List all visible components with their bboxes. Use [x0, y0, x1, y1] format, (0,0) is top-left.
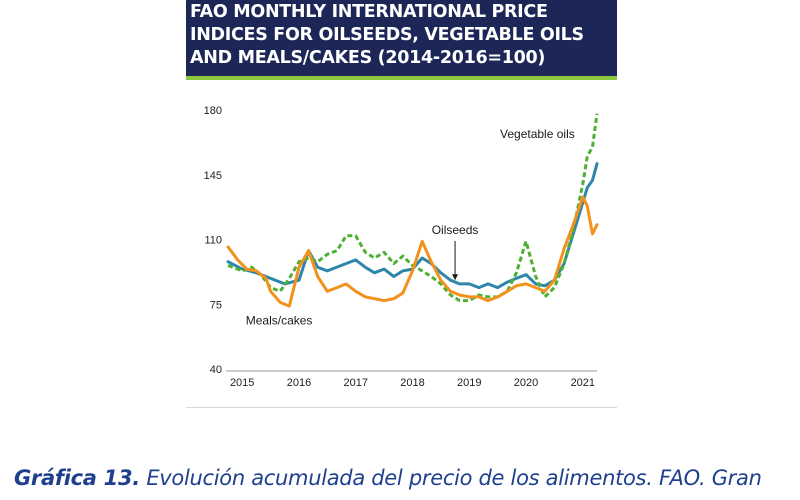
chart-title-line-3: AND MEALS/CAKES (2014-2016=100) [190, 48, 546, 68]
caption-text: Evolución acumulada del precio de los al… [139, 466, 762, 490]
x-tick-label: 2016 [287, 377, 311, 389]
x-tick-label: 2020 [514, 377, 538, 389]
chart-figure: FAO MONTHLY INTERNATIONAL PRICE INDICES … [186, 0, 617, 408]
annotation-meals-cakes: Meals/cakes [246, 314, 313, 328]
annotation-vegetable-oils: Vegetable oils [500, 127, 575, 141]
y-tick-label: 40 [210, 364, 222, 376]
annotation-arrow-head [452, 274, 459, 281]
series-line-vegetable-oils [227, 113, 599, 303]
x-tick-label: 2021 [571, 377, 595, 389]
figure-caption: Gráfica 13. Evolución acumulada del prec… [14, 466, 800, 490]
y-tick-label: 110 [204, 235, 222, 247]
chart-title-line-1: FAO MONTHLY INTERNATIONAL PRICE [190, 2, 548, 22]
y-tick-label: 180 [204, 105, 222, 117]
x-tick-label: 2019 [457, 377, 481, 389]
series-line-meals-cakes [226, 195, 599, 308]
x-tick-label: 2018 [400, 377, 424, 389]
chart-title-banner: FAO MONTHLY INTERNATIONAL PRICE INDICES … [186, 0, 617, 80]
annotation-oilseeds: Oilseeds [432, 223, 479, 237]
line-chart: 40 75 110 145 180 2015 2016 2017 2018 2019 2020 202… [204, 105, 599, 389]
y-tick-label: 75 [210, 299, 222, 311]
x-tick-label: 2017 [343, 377, 367, 389]
caption-lead: Gráfica 13. [14, 466, 140, 490]
y-tick-label: 145 [204, 170, 222, 182]
x-tick-label: 2015 [230, 377, 254, 389]
chart-title-line-2: INDICES FOR OILSEEDS, VEGETABLE OILS [190, 25, 584, 45]
